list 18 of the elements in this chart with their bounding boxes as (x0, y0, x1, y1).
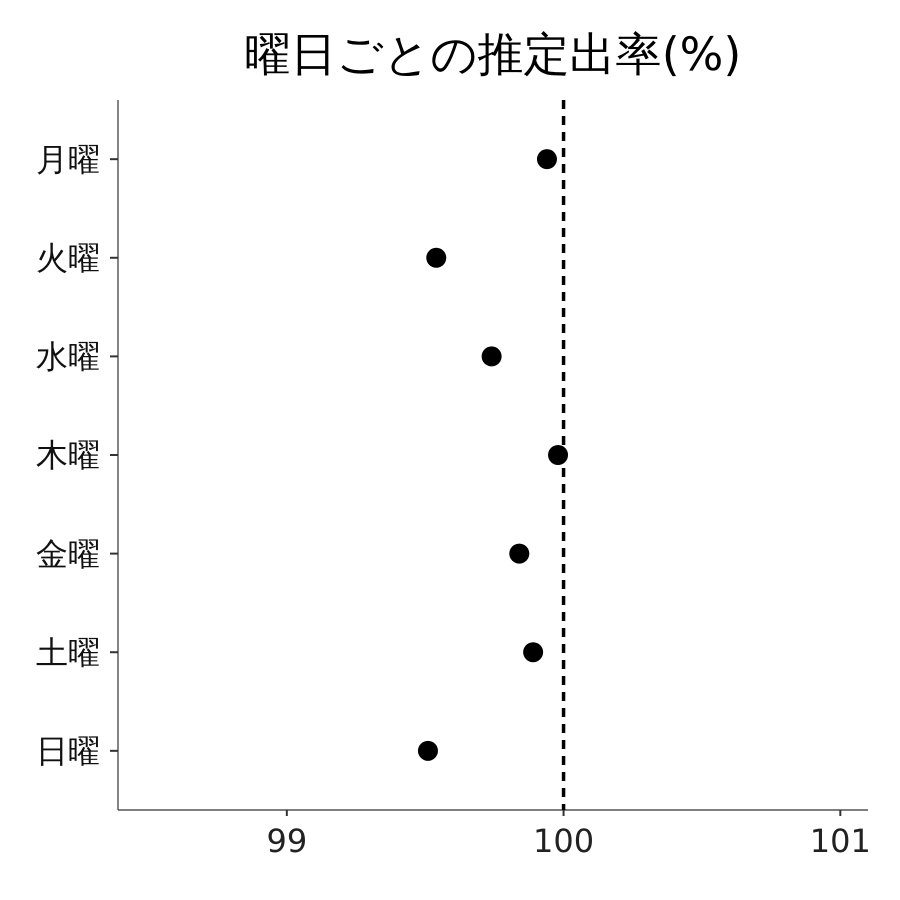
point (426, 248, 446, 268)
y-tick-label: 日曜 (36, 732, 100, 770)
y-tick-label: 木曜 (36, 436, 100, 474)
y-tick-label: 月曜 (36, 140, 100, 178)
point (523, 642, 544, 662)
point (509, 544, 530, 564)
point (548, 445, 568, 465)
y-tick-label: 土曜 (36, 633, 100, 672)
point (536, 149, 557, 170)
point (482, 346, 502, 366)
y-tick-label: 火曜 (36, 238, 100, 277)
chart-title: 曜日ごとの推定出率(%) (244, 27, 742, 81)
x-tick-label: 99 (266, 822, 308, 860)
x-tick-label: 101 (810, 822, 871, 860)
x-tick-label: 100 (533, 822, 594, 860)
y-tick-label: 金曜 (36, 534, 100, 573)
point (418, 740, 438, 761)
y-tick-label: 水曜 (36, 338, 100, 376)
